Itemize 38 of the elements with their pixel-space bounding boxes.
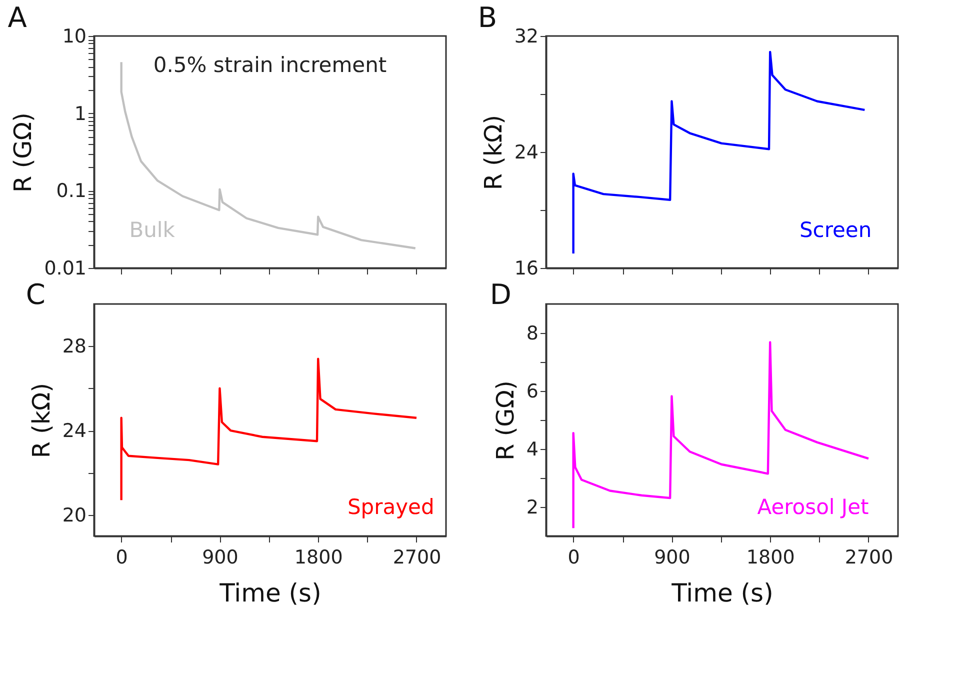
y-tick-label: 28 (62, 336, 86, 358)
y-tick-label: 4 (526, 438, 538, 460)
y-axis-title: R (GΩ) (491, 380, 520, 460)
x-tick-label: 1800 (294, 546, 343, 568)
y-tick-label: 1 (74, 102, 86, 125)
x-tick-label: 0 (568, 546, 580, 568)
y-tick-label: 24 (62, 420, 86, 442)
y-tick-label: 0.1 (56, 180, 86, 202)
y-axis-title: R (kΩ) (479, 114, 508, 190)
y-tick-label: 32 (514, 26, 538, 48)
chart-title: B (478, 1, 498, 34)
y-tick-label: 0.01 (44, 258, 86, 280)
y-axis-title: R (kΩ) (27, 382, 56, 458)
y-tick-label: 6 (526, 380, 538, 402)
x-tick-label: 900 (202, 546, 238, 568)
x-axis-title: Time (s) (670, 578, 774, 608)
chart-title: D (490, 278, 512, 311)
x-tick-label: 2700 (392, 546, 442, 568)
text: Sprayed (347, 495, 434, 520)
y-tick-label: 8 (526, 322, 538, 344)
y-tick-label: 16 (514, 258, 538, 280)
annotation: 0.5% strain increment (153, 53, 387, 77)
x-tick-label: 1800 (746, 546, 795, 568)
y-tick-label: 20 (62, 504, 86, 526)
series-label: Aerosol Jet (757, 495, 869, 520)
chart-title: A (8, 1, 27, 34)
y-tick-label: 24 (514, 142, 538, 164)
series-label: Bulk (129, 218, 176, 242)
x-tick-label: 2700 (844, 546, 894, 568)
chart-title: C (26, 278, 46, 311)
x-tick-label: 0 (116, 546, 128, 568)
y-tick-label: 2 (526, 496, 538, 518)
x-axis-title: Time (s) (218, 578, 322, 608)
line-series (572, 341, 870, 530)
y-tick-label: 10 (62, 26, 86, 48)
y-axis-title: R (GΩ) (9, 112, 38, 192)
x-tick-label: 900 (654, 546, 690, 568)
text: Screen (799, 218, 872, 242)
